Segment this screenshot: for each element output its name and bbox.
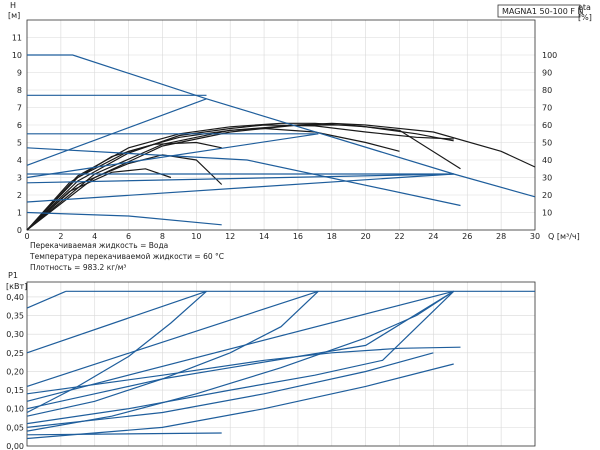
efficiency-axis-label-unit: [%] [578,13,592,22]
power-tick-label: 0,10 [6,405,24,414]
efficiency-curve [26,124,454,231]
chart-title: MAGNA1 50-100 F N [502,7,584,16]
head-tick-label: 1 [17,209,22,218]
efficiency-curve [26,154,223,231]
efficiency-tick-label: 80 [542,86,552,95]
power-tick-label: 0,20 [6,367,24,376]
flow-tick-label: 22 [394,232,404,241]
density-note: Плотность = 983.2 кг/м³ [30,263,126,272]
power-tick-label: 0,35 [6,312,24,321]
power-axis-label-unit: [кВт] [6,282,27,291]
power-curve [26,290,319,417]
head-curve [26,147,461,207]
head-tick-label: 5 [17,139,22,148]
head-axis-label-unit: [м] [8,11,20,20]
power-tick-label: 0,40 [6,293,24,302]
power-curve [26,352,434,428]
flow-tick-label: 10 [191,232,201,241]
efficiency-curve [26,168,172,231]
flow-axis-label: Q [м³/ч] [548,232,580,241]
flow-tick-label: 8 [160,232,165,241]
head-tick-label: 11 [12,34,22,43]
power-tick-label: 0,00 [6,442,24,450]
power-axis-label-symbol: P1 [8,271,18,280]
head-tick-label: 4 [17,156,22,165]
power-curve [26,290,454,402]
flow-tick-label: 30 [530,232,540,241]
power-curves [26,290,535,440]
efficiency-curve [26,127,400,231]
head-tick-label: 9 [17,69,22,78]
head-curve [26,133,319,179]
efficiency-tick-label: 50 [542,139,552,148]
power-curve [26,290,455,432]
power-curve [26,290,319,387]
flow-tick-label: 26 [462,232,472,241]
head-tick-label: 6 [17,121,22,130]
power-curve [26,290,455,425]
power-curve [26,346,461,395]
flow-tick-label: 12 [225,232,235,241]
power-chart-ticks: 0,00 0,05 0,10 0,15 0,20 0,25 0,30 0,35 0,40 [6,293,24,450]
efficiency-axis-label-symbol: eta [578,3,591,12]
flow-tick-label: 28 [496,232,506,241]
flow-tick-label: 2 [58,232,63,241]
power-curve [26,290,207,354]
head-tick-label: 10 [12,51,22,60]
head-tick-label: 8 [17,86,22,95]
head-curve [26,173,454,203]
efficiency-tick-label: 90 [542,69,552,78]
head-tick-label: 3 [17,174,22,183]
flow-tick-label: 14 [259,232,269,241]
power-chart-frame [26,281,536,447]
head-chart-grid [26,20,536,231]
power-curve [26,363,454,440]
efficiency-tick-label: 40 [542,156,552,165]
power-chart-grid [26,282,536,447]
head-tick-label: 2 [17,191,22,200]
head-tick-label: 7 [17,104,22,113]
efficiency-tick-label: 30 [542,174,552,183]
head-axis-label-symbol: H [10,1,16,10]
efficiency-curve [26,141,222,231]
model-label-frame [497,4,581,18]
efficiency-tick-label: 70 [542,104,552,113]
head-curves [26,54,536,226]
flow-tick-label: 24 [428,232,438,241]
flow-tick-label: 18 [327,232,337,241]
head-curve [26,173,454,184]
flow-tick-label: 20 [361,232,371,241]
efficiency-tick-label: 20 [542,191,552,200]
efficiency-curve [26,124,461,231]
flow-tick-label: 6 [126,232,131,241]
power-tick-label: 0,15 [6,386,24,395]
temperature-note: Температура перекачиваемой жидкости = 60… [29,252,224,261]
power-curve [26,290,455,410]
flow-tick-label: 16 [293,232,303,241]
power-tick-label: 0,05 [6,423,24,432]
flow-tick-label: 4 [92,232,97,241]
head-curve [26,211,222,226]
fluid-note: Перекачиваемая жидкость = Вода [30,241,168,250]
power-tick-label: 0,30 [6,330,24,339]
power-curve [26,432,222,436]
head-tick-label: 0 [17,226,22,235]
flow-tick-label: 0 [24,232,29,241]
efficiency-tick-label: 10 [542,209,552,218]
head-chart-ticks: 0 2 4 6 8 10 12 14 16 18 20 22 24 26 28 300123456789101… [12,34,557,242]
head-chart-frame [26,19,536,231]
head-curve [26,98,207,166]
power-curve [26,290,67,309]
model-label-box: MAGNA1 50-100 F N [497,4,584,18]
efficiency-tick-label: 100 [542,51,557,60]
power-tick-label: 0,25 [6,349,24,358]
efficiency-tick-label: 60 [542,121,552,130]
power-curve [26,290,207,414]
